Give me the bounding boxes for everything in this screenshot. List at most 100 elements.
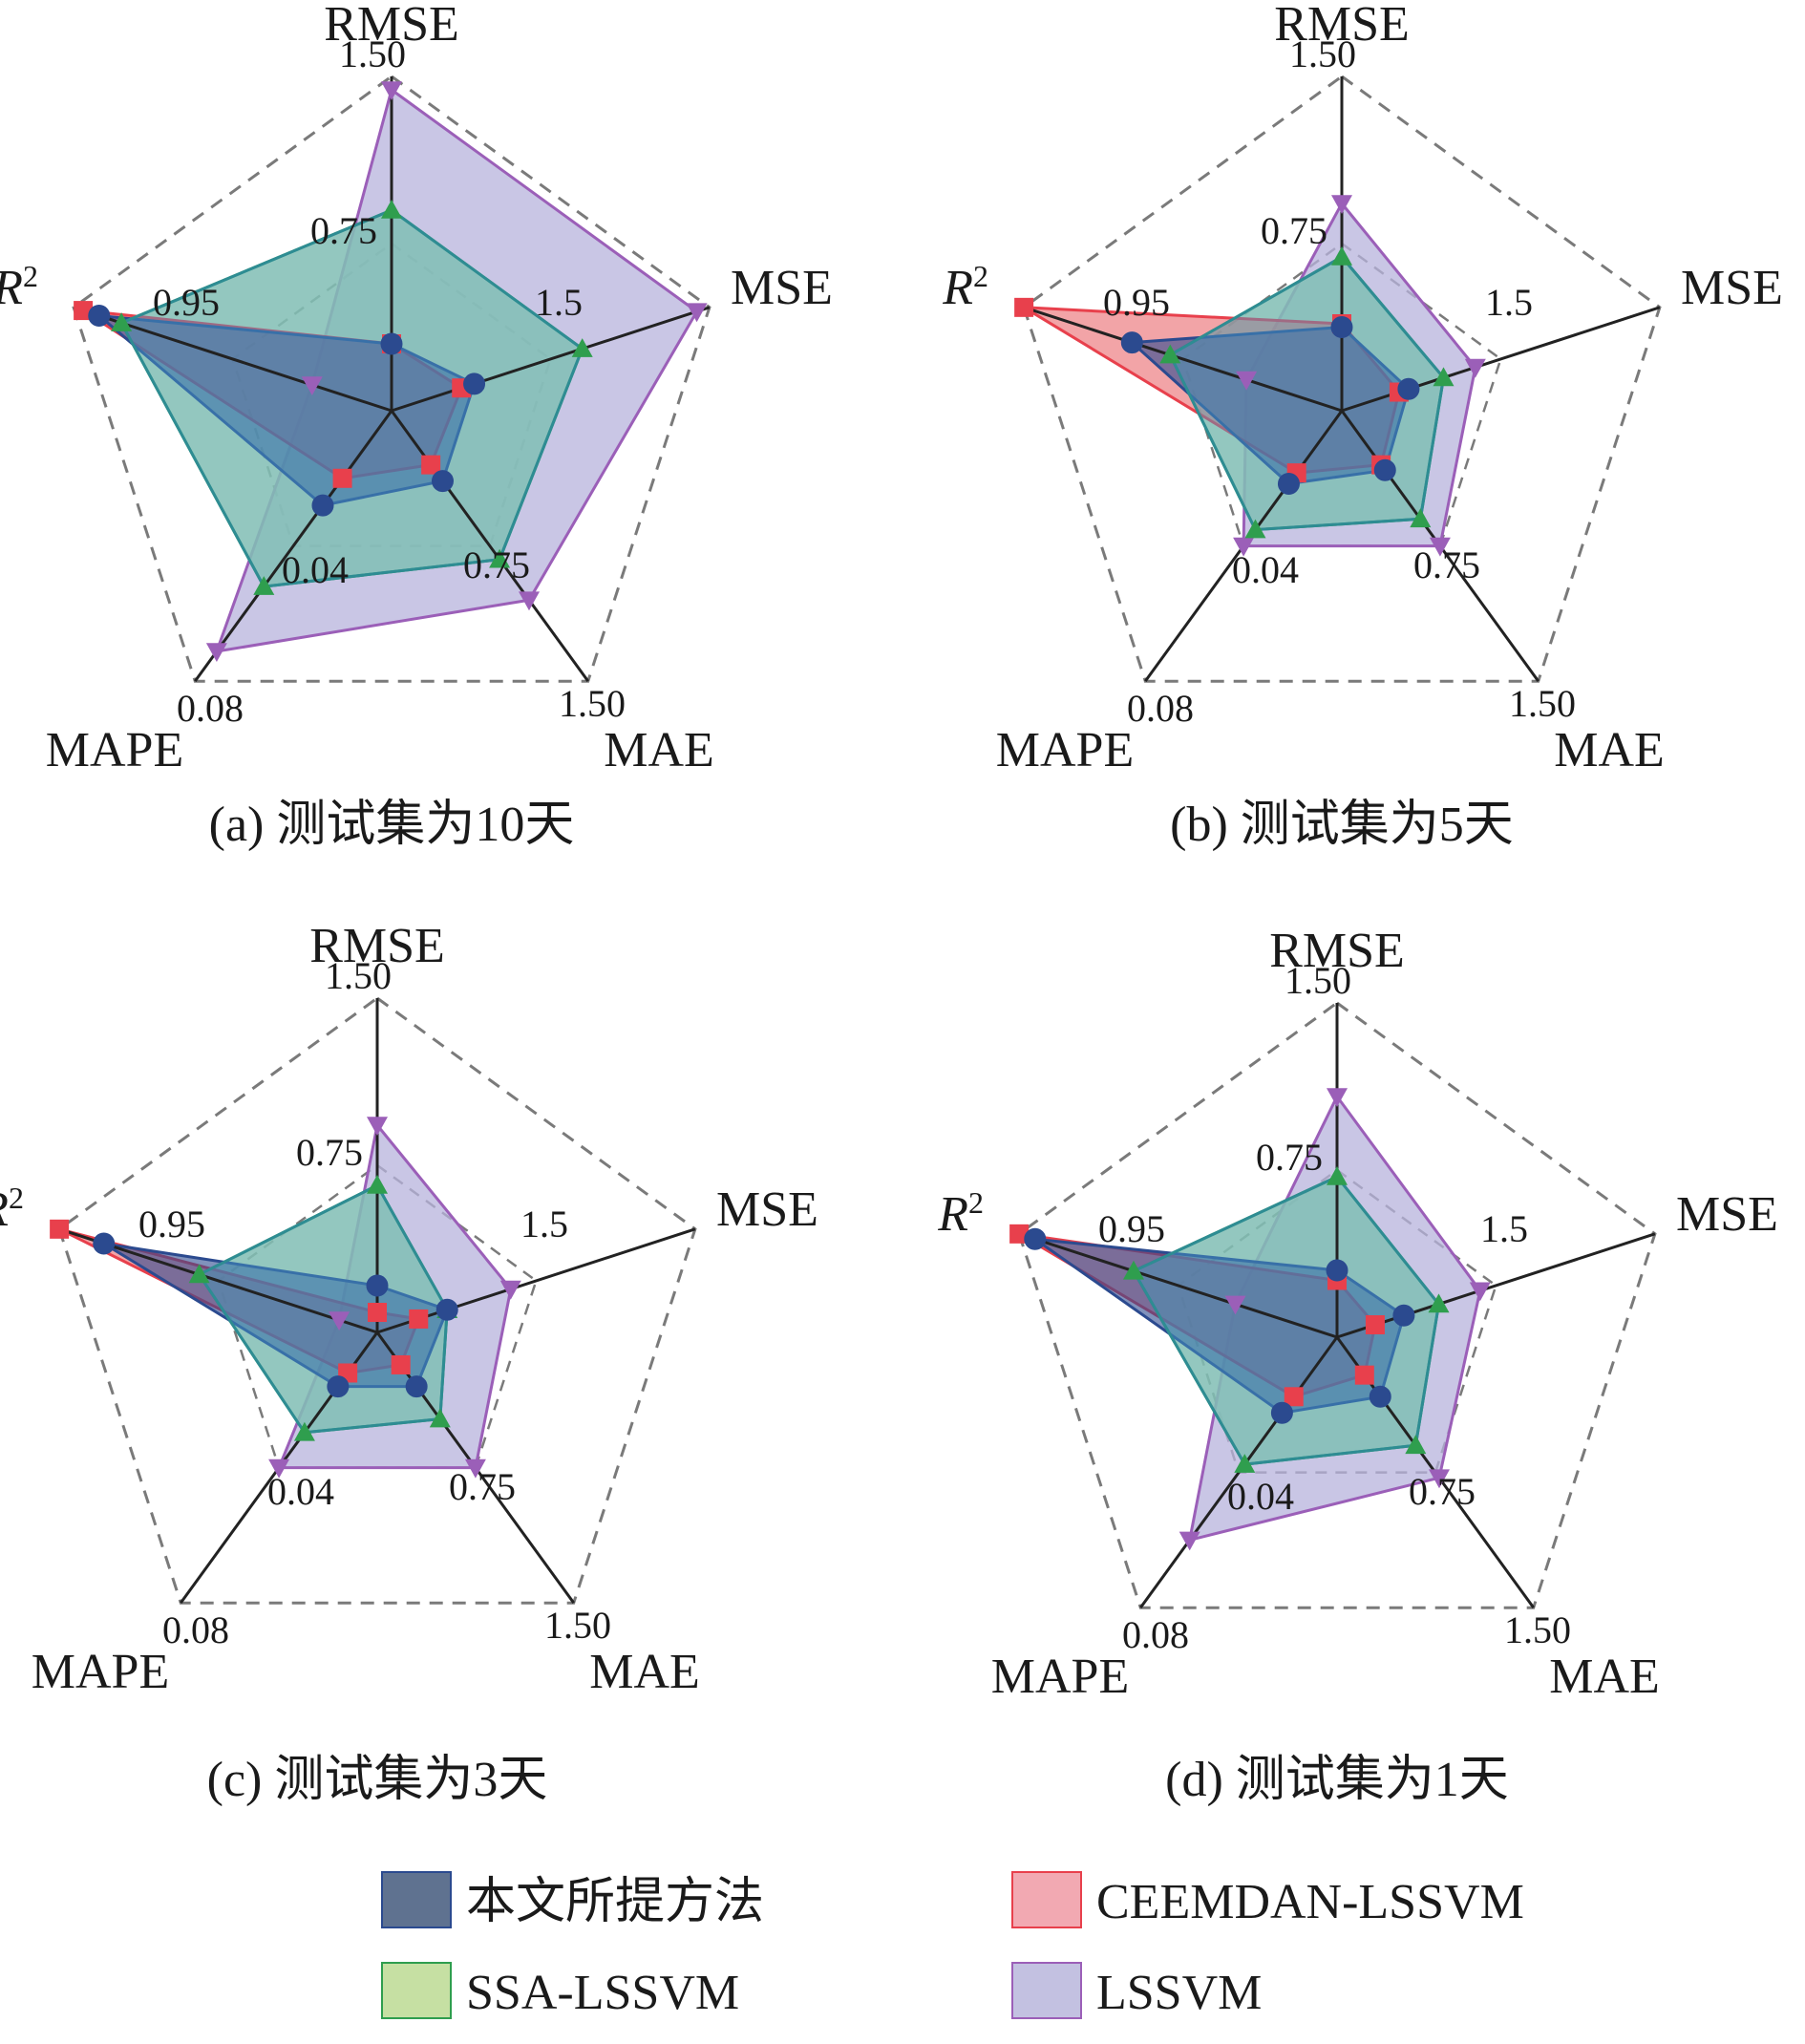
tick-label: 0.75	[1413, 543, 1480, 586]
axis-title-sup: 2	[973, 259, 988, 293]
axis-title: MSE	[1681, 261, 1783, 315]
series-marker	[429, 1408, 451, 1428]
series-marker	[1284, 1387, 1304, 1407]
tick-label: 0.08	[162, 1608, 229, 1651]
series-marker	[1331, 246, 1352, 266]
outer-grid	[72, 75, 711, 683]
tick-label: 1.5	[1480, 1207, 1528, 1250]
tick-label: 0.75	[310, 209, 377, 252]
axis-title: MAPE	[996, 723, 1134, 777]
series-marker	[1369, 1385, 1391, 1408]
axis-title-sup: 2	[9, 1181, 24, 1215]
series-marker	[1429, 1469, 1450, 1489]
tick-label: 1.50	[1289, 32, 1356, 75]
series-marker	[464, 1458, 486, 1479]
tick-label: 0.04	[1227, 1475, 1294, 1518]
radar-panel: RMSE MSE MAE MAPE R2 1.50 0.75 1.5 1.50 0.75 0.08 0…	[0, 0, 833, 852]
series-marker	[380, 332, 403, 355]
tick-label: 1.50	[1504, 1608, 1571, 1651]
series-marker	[489, 548, 511, 568]
series-marker	[421, 455, 441, 475]
tick-label: 0.95	[1103, 281, 1170, 324]
axis-title: MAPE	[46, 723, 183, 777]
series-marker	[1405, 1435, 1427, 1455]
series-marker	[381, 200, 402, 219]
outer-grid	[1017, 1001, 1657, 1609]
series-marker	[1428, 1293, 1450, 1313]
axis-title: R2	[0, 1181, 24, 1237]
tick-label: 0.04	[1232, 548, 1299, 591]
series-marker	[1392, 1304, 1415, 1327]
series-area	[1030, 1237, 1406, 1415]
axis-title: MAE	[1549, 1650, 1660, 1704]
axis-title: MSE	[1676, 1187, 1778, 1242]
series-marker	[1123, 1260, 1144, 1280]
tick-label: 1.50	[559, 682, 626, 725]
series-marker	[327, 1375, 350, 1398]
series-marker	[253, 576, 275, 595]
axis-title: MAE	[1554, 723, 1665, 777]
legend-label: 本文所提方法	[466, 1875, 764, 1929]
series-marker	[205, 643, 227, 662]
legend-swatch	[381, 1962, 452, 2019]
axis-spoke	[376, 1227, 696, 1334]
axis-title: R2	[0, 259, 38, 315]
tick-label: 0.75	[296, 1131, 363, 1174]
legend-label: LSSVM	[1096, 1966, 1262, 2020]
series-marker	[1236, 371, 1258, 391]
legend-swatch	[381, 1871, 452, 1928]
axis-spoke	[1336, 1232, 1656, 1339]
series-marker	[111, 312, 133, 331]
legend-label: SSA-LSSVM	[466, 1966, 739, 2020]
axis-title: MAE	[589, 1645, 700, 1699]
series-marker	[391, 1354, 411, 1374]
panel-caption: (a) 测试集为10天	[209, 798, 575, 852]
series-marker	[1410, 508, 1432, 528]
series-marker	[1120, 331, 1143, 354]
legend-label: CEEMDAN-LSSVM	[1096, 1875, 1524, 1929]
tick-label: 1.5	[520, 1203, 568, 1246]
axis-title: MSE	[731, 261, 833, 315]
series-marker	[499, 1280, 521, 1300]
outer-grid	[1022, 75, 1662, 683]
series-marker	[1354, 1365, 1374, 1385]
series-marker	[1373, 458, 1396, 481]
series-marker	[1277, 472, 1300, 495]
tick-label: 0.75	[463, 543, 530, 586]
outer-grid	[57, 996, 697, 1605]
series-area	[102, 1242, 450, 1389]
series-marker	[1433, 367, 1455, 387]
tick-label: 0.75	[1261, 209, 1327, 252]
series-marker	[571, 338, 593, 357]
series-marker	[332, 468, 352, 488]
series-marker	[1270, 1401, 1293, 1424]
tick-label: 1.5	[535, 281, 583, 324]
series-marker	[519, 591, 540, 611]
tick-label: 0.08	[1127, 687, 1194, 730]
axis-spoke	[1018, 1232, 1338, 1339]
series-marker	[1159, 344, 1181, 364]
axis-title: R2	[937, 1185, 984, 1242]
axis-title: RMSE	[324, 0, 459, 52]
panel-caption: (b) 测试集为5天	[1170, 798, 1514, 852]
series-marker	[1233, 537, 1255, 557]
legend-swatch	[1011, 1871, 1082, 1928]
series-marker	[435, 1298, 458, 1321]
legend: 本文所提方法 CEEMDAN-LSSVM SSA-LSSVM LSSVM	[381, 1871, 1524, 2020]
axis-title: RMSE	[1274, 0, 1410, 52]
series-marker	[1365, 1315, 1385, 1335]
tick-label: 1.50	[339, 32, 406, 75]
tick-label: 0.95	[138, 1203, 205, 1246]
series-marker	[381, 81, 402, 100]
series-marker	[1024, 1227, 1047, 1250]
tick-label: 1.5	[1485, 281, 1533, 324]
overlay-area	[197, 1183, 449, 1435]
axis-title: RMSE	[309, 919, 445, 973]
tick-label: 0.08	[1122, 1613, 1189, 1656]
tick-label: 1.50	[544, 1604, 611, 1647]
series-marker	[1327, 1166, 1348, 1185]
legend-swatch	[1011, 1962, 1082, 2019]
tick-label: 1.50	[1509, 682, 1576, 725]
series-marker	[367, 1175, 388, 1194]
